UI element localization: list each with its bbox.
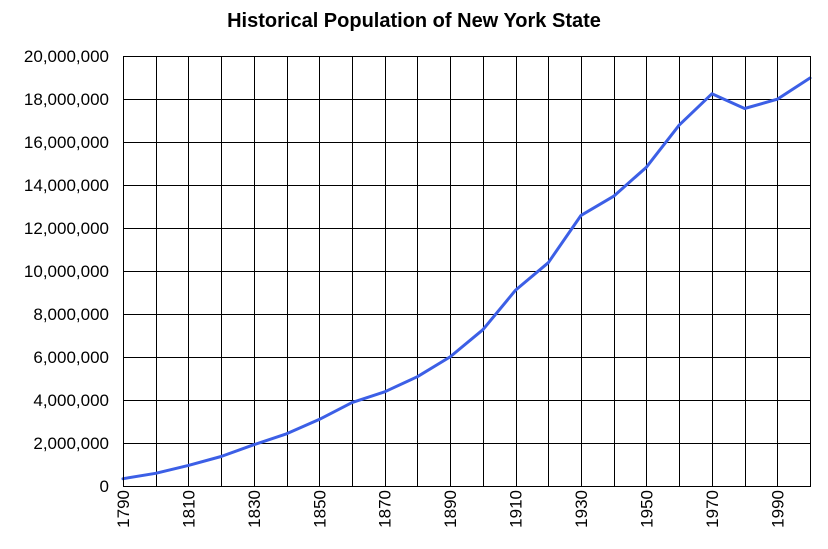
series-line — [121, 76, 812, 481]
x-tick-label: 1830 — [245, 490, 264, 528]
grid-lines — [123, 56, 811, 487]
y-tick-label: 8,000,000 — [33, 305, 109, 324]
x-tick-label: 1990 — [768, 490, 787, 528]
y-tick-label: 6,000,000 — [33, 348, 109, 367]
y-tick-label: 4,000,000 — [33, 391, 109, 410]
y-tick-label: 14,000,000 — [24, 176, 109, 195]
series-lines — [121, 76, 812, 481]
x-tick-label: 1910 — [507, 490, 526, 528]
x-axis-tick-labels: 1790 1810 1830 1850 1870 1890 1910 1930 1950 1970… — [114, 490, 787, 528]
x-tick-label: 1970 — [703, 490, 722, 528]
chart-title: Historical Population of New York State — [227, 10, 601, 32]
x-tick-label: 1950 — [637, 490, 656, 528]
y-axis-tick-labels: 0 2,000,000 4,000,000 6,000,000 8,000,000 10,… — [24, 47, 109, 496]
y-tick-label: 20,000,000 — [24, 47, 109, 66]
y-tick-label: 12,000,000 — [24, 219, 109, 238]
x-tick-label: 1850 — [310, 490, 329, 528]
x-tick-label: 1870 — [376, 490, 395, 528]
x-tick-label: 1790 — [114, 490, 133, 528]
x-tick-label: 1930 — [572, 490, 591, 528]
x-tick-label: 1890 — [441, 490, 460, 528]
y-tick-label: 10,000,000 — [24, 262, 109, 281]
y-tick-label: 2,000,000 — [33, 434, 109, 453]
y-tick-label: 0 — [100, 477, 109, 496]
plot-frame — [123, 56, 811, 487]
y-tick-label: 18,000,000 — [24, 90, 109, 109]
x-tick-label: 1810 — [179, 490, 198, 528]
y-tick-label: 16,000,000 — [24, 133, 109, 152]
